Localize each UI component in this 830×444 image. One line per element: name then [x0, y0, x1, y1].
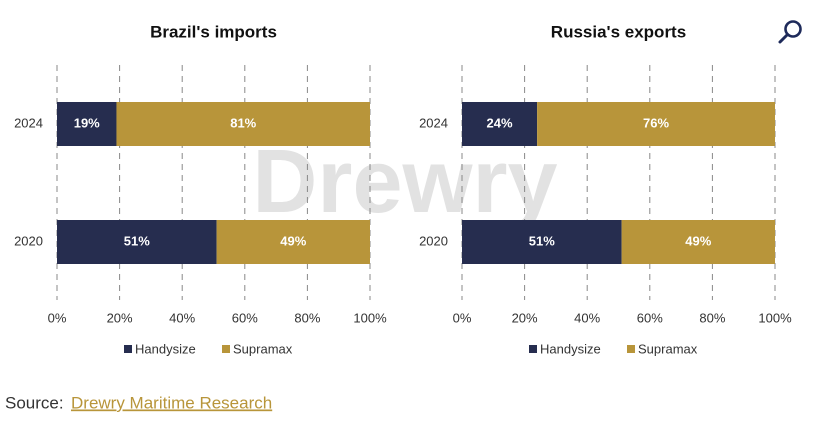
value-label: 51% [529, 233, 555, 248]
search-handle [778, 33, 789, 44]
value-label: 24% [487, 115, 513, 130]
bar-segment [57, 220, 217, 264]
x-tick-label: 0% [48, 310, 67, 325]
search-button[interactable] [768, 12, 812, 52]
legend-marker [124, 345, 132, 353]
legend-label: Handysize [540, 341, 601, 356]
x-tick-label: 20% [512, 310, 538, 325]
source-text[interactable]: Drewry Maritime Research [71, 393, 272, 412]
legend-marker [627, 345, 635, 353]
x-tick-label: 60% [232, 310, 258, 325]
x-tick-label: 80% [294, 310, 320, 325]
x-tick-label: 40% [169, 310, 195, 325]
search-icon[interactable] [768, 12, 812, 52]
x-tick-label: 40% [574, 310, 600, 325]
bar-segment [57, 102, 117, 146]
y-tick-label: 2024 [419, 115, 448, 130]
bar-segment [537, 102, 775, 146]
legend-marker [222, 345, 230, 353]
y-tick-label: 2020 [419, 233, 448, 248]
value-label: 19% [74, 115, 100, 130]
value-label: 76% [643, 115, 669, 130]
x-tick-label: 100% [353, 310, 387, 325]
legend-label: Handysize [135, 341, 196, 356]
value-label: 51% [124, 233, 150, 248]
x-tick-label: 80% [699, 310, 725, 325]
x-tick-label: 100% [758, 310, 792, 325]
y-tick-label: 2024 [14, 115, 43, 130]
chart-title: Brazil's imports [150, 22, 277, 41]
source-label: Source: [5, 393, 64, 412]
bar-segment [116, 102, 370, 146]
bar-segment [621, 220, 775, 264]
watermark: Drewry [252, 132, 557, 232]
bar-segment [462, 220, 622, 264]
bar-segment [462, 102, 538, 146]
value-label: 81% [230, 115, 256, 130]
chart-title: Russia's exports [551, 22, 686, 41]
search-lens [784, 20, 802, 38]
legend-label: Supramax [638, 341, 698, 356]
value-label: 49% [685, 233, 711, 248]
x-tick-label: 20% [107, 310, 133, 325]
bar-segment [216, 220, 370, 264]
x-tick-label: 60% [637, 310, 663, 325]
value-label: 49% [280, 233, 306, 248]
legend-label: Supramax [233, 341, 293, 356]
y-tick-label: 2020 [14, 233, 43, 248]
x-tick-label: 0% [453, 310, 472, 325]
legend-marker [529, 345, 537, 353]
